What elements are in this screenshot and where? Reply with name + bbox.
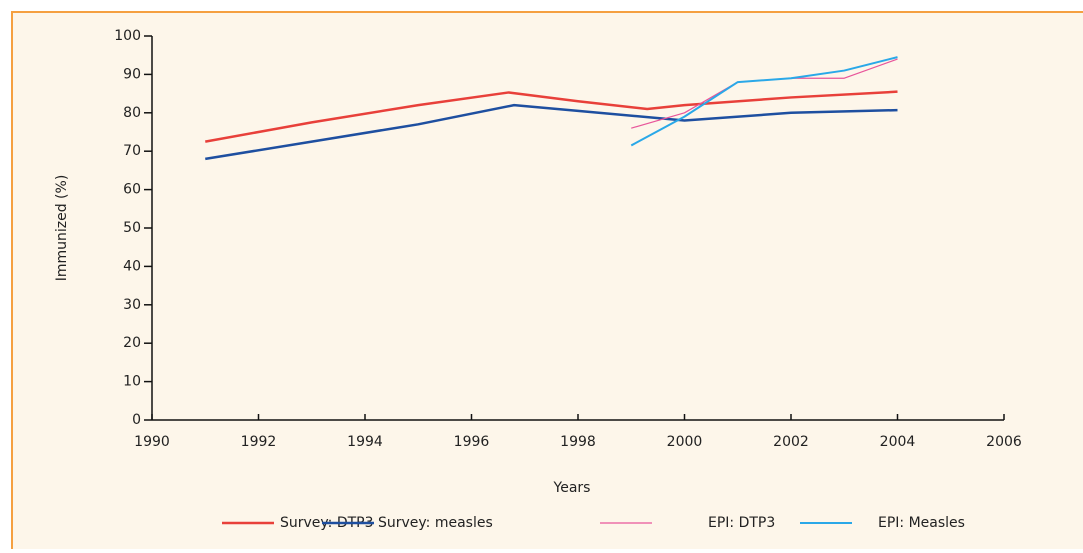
- y-tick-label: 90: [123, 66, 141, 82]
- legend-label: EPI: DTP3: [708, 515, 775, 531]
- x-tick-label: 2000: [667, 434, 703, 450]
- x-tick-label: 1996: [454, 434, 490, 450]
- legend-label: EPI: Measles: [878, 515, 965, 531]
- y-tick-label: 50: [123, 220, 141, 236]
- y-axis-label: Immunized (%): [54, 175, 70, 282]
- y-tick-label: 10: [123, 374, 141, 390]
- x-tick-label: 1998: [560, 434, 596, 450]
- x-tick-label: 1992: [241, 434, 277, 450]
- legend-label: Survey: measles: [378, 515, 493, 531]
- x-tick-label: 1994: [347, 434, 383, 450]
- y-tick-label: 70: [123, 143, 141, 159]
- y-tick-label: 30: [123, 297, 141, 313]
- series-line: [205, 90, 898, 143]
- x-axis-label: Years: [553, 480, 591, 496]
- y-tick-label: 80: [123, 105, 141, 121]
- x-tick-label: 2004: [880, 434, 916, 450]
- y-tick-label: 60: [123, 182, 141, 198]
- x-tick-label: 2006: [986, 434, 1022, 450]
- series-line: [630, 56, 898, 147]
- y-tick-label: 40: [123, 258, 141, 274]
- series-line: [205, 103, 898, 161]
- frame: [11, 11, 1083, 553]
- y-tick-label: 100: [114, 28, 141, 44]
- x-tick-label: 1990: [134, 434, 170, 450]
- y-tick-label: 20: [123, 335, 141, 351]
- x-tick-label: 2002: [773, 434, 809, 450]
- y-tick-label: 0: [132, 412, 141, 428]
